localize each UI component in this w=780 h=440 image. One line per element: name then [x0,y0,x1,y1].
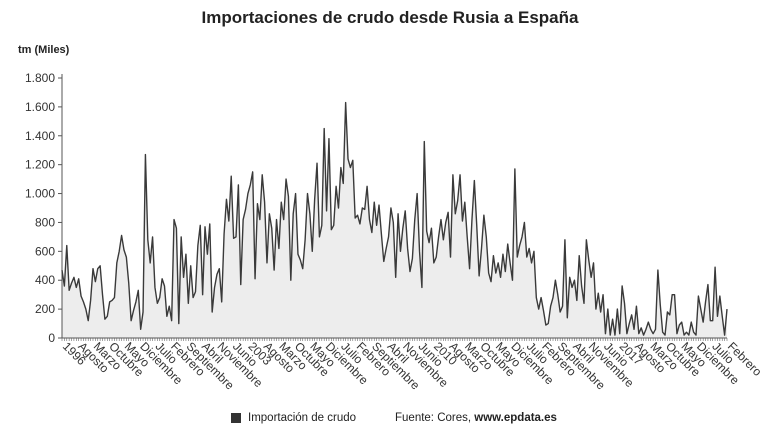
chart-title: Importaciones de crudo desde Rusia a Esp… [201,8,579,27]
legend: Importación de crudo [231,412,356,424]
source-site: www.epdata.es [474,412,557,424]
y-tick-label: 1.200 [25,158,55,172]
legend-swatch [231,413,241,423]
source-note: Fuente: Cores, www.epdata.es [395,412,557,424]
series-area-fill [62,102,727,338]
source-prefix: Fuente: Cores, [395,412,475,424]
y-tick-label: 400 [35,273,55,287]
y-tick-label: 1.800 [25,71,55,85]
y-tick-label: 1.600 [25,100,55,114]
y-axis-label: tm (Miles) [18,44,70,56]
y-tick-label: 1.000 [25,187,55,201]
legend-label: Importación de crudo [248,412,357,424]
y-tick-label: 0 [48,331,55,345]
series-line [61,101,728,336]
y-tick-label: 200 [35,302,55,316]
y-tick-label: 800 [35,215,55,229]
y-tick-label: 600 [35,244,55,258]
y-tick-label: 1.400 [25,129,55,143]
